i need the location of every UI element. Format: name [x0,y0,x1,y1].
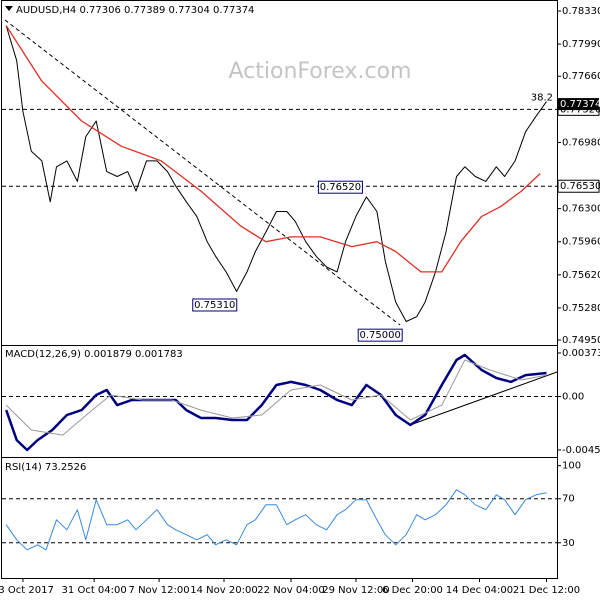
y-tick-label: 100 [562,461,581,472]
y-tick-label: 0.78330 [562,6,600,17]
y-tick-label: 70 [562,494,575,505]
series-line [5,489,547,551]
trend-line [4,19,401,326]
annotation-box [357,328,403,342]
y-tick-label: -0.004576 [562,445,600,456]
annotation-label: 0.75000 [360,330,401,341]
series-line [5,25,547,322]
y-tick-label: 0.76980 [562,137,600,148]
y-tick-label: 0.77660 [562,71,600,82]
y-tick-label: 0.76300 [562,204,600,215]
annotation-box [317,180,363,194]
x-tick-label: 7 Nov 12:00 [129,585,190,596]
menu-icon [5,6,13,11]
y-tick-label: 0.75960 [562,237,600,248]
x-tick-label: 14 Dec 04:00 [446,585,513,596]
annotation-label: 0.76520 [320,182,361,193]
y-tick-label: 0.003732 [562,348,600,359]
x-tick-label: 31 Oct 04:00 [62,585,127,596]
annotation-label: 0.75310 [194,300,235,311]
y-tick-label: 0.00 [562,392,584,403]
watermark: ActionForex.com [229,59,412,84]
x-tick-label: 29 Nov 12:00 [322,585,389,596]
panel-title: RSI(14) 73.2526 [5,462,86,473]
series-line [5,353,547,452]
x-tick-label: 14 Nov 20:00 [190,585,257,596]
price-box [557,179,600,193]
y-tick-label: 30 [562,538,575,549]
x-tick-label: 22 Nov 04:00 [257,585,324,596]
x-tick-label: 6 Dec 20:00 [382,585,443,596]
y-tick-label: 0.77990 [562,39,600,50]
x-tick-label: 23 Oct 2017 [0,585,54,596]
annotation-box [192,298,238,312]
panel-title: MACD(12,26,9) 0.001879 0.001783 [5,349,183,360]
series-line [5,359,547,436]
chart-title: AUDUSD,H4 0.77306 0.77389 0.77304 0.7737… [16,5,254,16]
series-line [5,25,541,273]
last-price-box [558,98,599,111]
y-tick-label: 0.74950 [562,335,600,346]
last-price-label: 0.77374 [560,99,600,110]
y-tick-label: 0.75280 [562,303,600,314]
trend-line [409,371,558,426]
x-tick-label: 21 Dec 12:00 [513,585,580,596]
plot-frame [1,0,558,579]
y-tick-label: 0.75620 [562,270,600,281]
fib-label: 38.2 [531,92,553,103]
price-box-label: 0.76530 [560,181,600,192]
